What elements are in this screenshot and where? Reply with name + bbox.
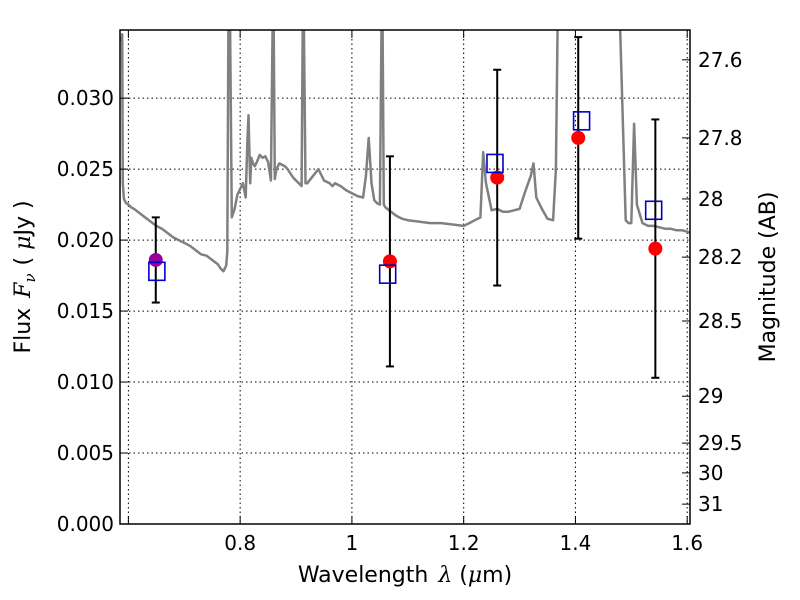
model-point-box	[572, 111, 591, 131]
observed-point	[382, 254, 397, 269]
y-tick-label: 0.015	[57, 299, 114, 323]
model-point-box	[378, 264, 397, 284]
observed-point	[148, 252, 163, 267]
x-tick-label: 1.2	[448, 531, 480, 555]
observed-point	[490, 170, 505, 185]
y2-axis-title: Magnitude (AB)	[756, 192, 781, 363]
y-tick-label: 0.000	[57, 512, 114, 536]
x-tick-label: 0.8	[224, 531, 256, 555]
observed-points	[148, 130, 663, 269]
y-tick-label: 0.025	[57, 157, 114, 181]
y2-tick-label: 29	[698, 384, 723, 408]
observed-point	[648, 241, 663, 256]
y-tick-label: 0.005	[57, 441, 114, 465]
plot-frame	[119, 29, 691, 525]
y-tick-label: 0.010	[57, 370, 114, 394]
x-axis-ticks: 0.8 1 1.2 1.4 1.6	[127, 30, 703, 555]
y2-axis-ticks: 27.6 27.8 28 28.2 28.5 29 29.5 30 31	[682, 48, 743, 516]
y2-tick-label: 29.5	[698, 431, 743, 455]
y2-tick-label: 28	[698, 187, 723, 211]
y2-tick-label: 27.6	[698, 48, 743, 72]
x-tick-label: 1	[346, 531, 359, 555]
x-axis-title: Wavelength λ (μm)	[298, 563, 512, 588]
x-tick-label: 1.6	[671, 531, 703, 555]
grid	[120, 30, 690, 525]
y-tick-label: 0.020	[57, 228, 114, 252]
y2-tick-label: 28.5	[698, 309, 743, 333]
y-axis-ticks: 0.000 0.005 0.010 0.015 0.020 0.025 0.030	[57, 86, 128, 536]
model-point-box	[644, 200, 663, 221]
model-spectrum-line	[120, 30, 690, 273]
y-axis-title: FluxFν( μJy )	[11, 200, 39, 353]
y2-tick-label: 31	[698, 492, 723, 516]
x-tick-label: 1.4	[560, 531, 592, 555]
model-point-box	[486, 153, 504, 174]
model-point-box	[148, 261, 166, 282]
y2-tick-label: 27.8	[698, 126, 743, 150]
y2-tick-label: 28.2	[698, 245, 743, 269]
model-points	[148, 111, 663, 284]
y-tick-label: 0.030	[57, 86, 114, 110]
observed-point	[571, 130, 586, 145]
y2-tick-label: 30	[698, 461, 723, 485]
plot-area	[120, 30, 690, 379]
